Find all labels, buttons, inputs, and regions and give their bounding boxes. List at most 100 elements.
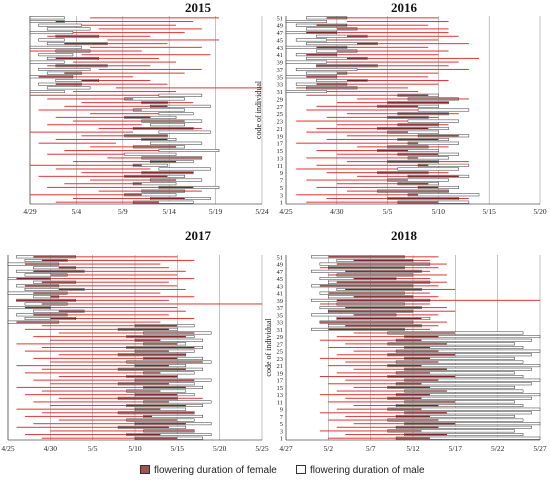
overlap-bar [336,299,430,301]
male-bar [158,93,203,97]
y-tick-label: 33 [277,82,284,89]
overlap-bar [133,201,159,203]
male-bar [46,27,91,31]
female-bar [345,434,447,436]
female-bar [50,339,161,341]
female-bar [41,303,262,305]
overlap-bar [58,267,76,269]
overlap-bar [38,76,73,78]
female-bar [316,83,439,85]
overlap-bar [41,259,68,261]
female-bar [316,65,449,67]
y-tick-label: 19 [277,370,284,377]
female-bar [33,270,186,272]
overlap-bar [346,57,368,59]
female-bar [50,383,169,385]
female-bar [33,379,195,381]
overlap-bar [404,434,447,436]
female-bar [16,408,161,410]
x-tick-label: 4/27 [279,444,293,453]
female-bar [319,339,422,341]
female-bar [319,357,430,359]
overlap-bar [336,274,413,276]
x-tick-label: 5/2 [324,444,334,453]
overlap-bar [387,354,456,356]
overlap-bar [150,179,177,181]
female-bar [353,350,439,352]
female-bar [24,285,178,287]
y-tick-label: 11 [277,163,283,170]
legend-female: flowering duration of female [140,465,277,477]
overlap-bar [126,346,195,349]
overlap-bar [397,124,439,126]
male-bar [38,53,74,57]
overlap-bar [135,379,195,381]
female-bar [306,201,439,203]
female-bar [328,346,430,349]
y-tick-label: 31 [277,89,284,96]
female-bar [328,365,422,367]
female-bar [346,21,449,23]
overlap-bar [346,35,368,37]
overlap-bar [55,83,82,85]
overlap-bar [396,372,430,374]
female-bar [306,32,449,34]
female-bar [336,299,540,301]
female-bar [24,307,178,309]
overlap-bar [404,368,447,370]
male-bar [29,45,82,49]
female-bar [306,94,429,96]
female-bar [296,142,419,144]
overlap-bar [336,263,430,265]
female-bar [16,426,169,428]
female-bar [306,54,439,56]
male-bar [46,86,91,90]
overlap-bar [336,72,347,74]
female-bar [296,194,419,196]
female-bar [326,17,439,19]
male-bar [38,38,65,42]
female-bar [58,332,195,334]
y-tick-label: 25 [277,111,284,118]
male-bar [295,68,358,71]
female-bar [346,135,459,137]
overlap-bar [143,332,195,334]
overlap-bar [319,285,413,287]
female-bar [58,376,178,378]
female-bar [47,98,134,100]
female-bar [316,127,429,129]
overlap-bar [135,423,186,425]
female-bar [16,365,169,367]
overlap-bar [24,263,59,265]
overlap-bar [306,87,358,89]
overlap-bar [397,94,429,96]
female-bar [346,35,459,37]
overlap-bar [387,365,422,367]
y-tick-label: 9 [280,407,283,414]
overlap-bar [404,336,439,338]
x-tick-label: 5/10 [432,207,446,216]
female-bar [33,357,178,359]
female-bar [98,68,202,70]
overlap-bar [407,98,459,100]
x-tick-label: 4/30 [330,207,344,216]
female-bar [41,390,161,392]
overlap-bar [345,288,422,290]
overlap-bar [135,394,178,396]
female-bar [55,201,159,203]
y-tick-label: 39 [277,60,284,67]
female-bar [64,105,168,107]
male-bar [285,90,327,94]
y-tick-label: 27 [277,104,284,111]
y-tick-label: 43 [277,45,284,52]
male-bar [124,152,177,156]
female-bar [328,419,439,421]
female-bar [319,394,430,396]
male-bar [295,38,327,42]
overlap-bar [55,65,108,67]
overlap-bar [407,142,419,144]
female-bar [296,168,398,170]
x-tick-label: 5/19 [209,207,223,216]
overlap-bar [150,161,177,163]
female-bar [81,24,177,26]
